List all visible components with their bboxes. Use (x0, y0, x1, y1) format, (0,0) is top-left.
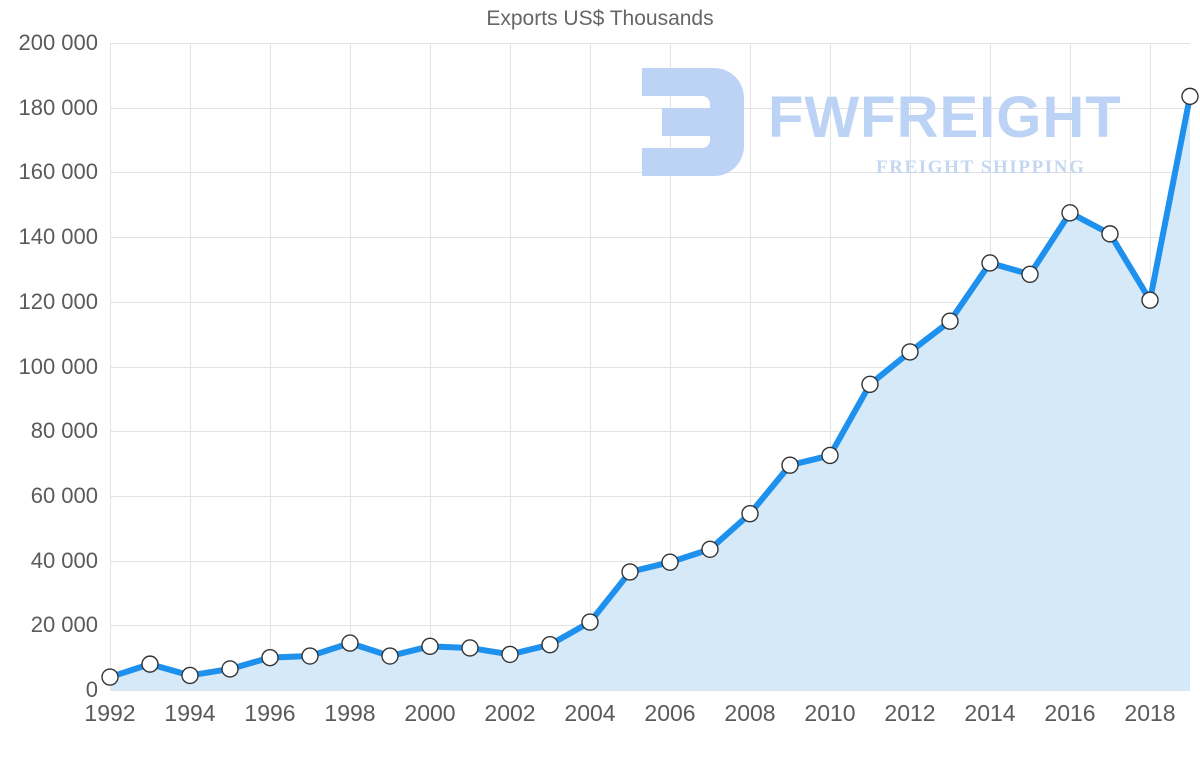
y-axis-tick-label: 80 000 (30, 418, 98, 444)
gridline-vertical (110, 43, 111, 690)
data-point-marker[interactable] (341, 634, 359, 652)
data-point-marker[interactable] (181, 666, 199, 685)
x-axis-tick-label: 2008 (724, 700, 776, 726)
data-point-marker[interactable] (781, 456, 799, 474)
data-point-marker[interactable] (861, 375, 879, 393)
data-point-marker[interactable] (381, 647, 399, 665)
gridline-vertical (430, 43, 431, 690)
data-point-marker[interactable] (1101, 225, 1119, 243)
gridline-horizontal (110, 690, 1190, 691)
data-point-marker[interactable] (461, 639, 479, 657)
data-point-marker[interactable] (1181, 87, 1199, 106)
gridline-horizontal (110, 43, 1190, 44)
data-point-marker[interactable] (741, 504, 759, 523)
data-point-marker[interactable] (821, 446, 839, 465)
x-axis-tick-label: 1998 (324, 700, 376, 726)
x-axis-tick-label: 2018 (1124, 700, 1176, 726)
gridline-horizontal (110, 495, 1190, 497)
data-point-marker[interactable] (621, 563, 639, 581)
gridline-vertical (590, 43, 591, 690)
y-axis-tick-label: 40 000 (30, 547, 98, 573)
y-axis-tick-label: 20 000 (30, 612, 98, 638)
x-axis-tick-label: 2010 (804, 700, 856, 726)
data-point-marker[interactable] (421, 637, 439, 656)
x-axis-tick-label: 2004 (564, 700, 616, 726)
y-axis-tick-label: 100 000 (18, 353, 98, 379)
gridline-vertical (510, 43, 511, 690)
series-markers (101, 87, 1199, 686)
gridline-vertical (190, 43, 191, 690)
data-point-marker[interactable] (1021, 265, 1039, 283)
data-point-marker[interactable] (981, 254, 999, 272)
gridline-horizontal (110, 560, 1190, 562)
gridline-vertical (270, 43, 271, 690)
data-point-marker[interactable] (1061, 204, 1079, 222)
gridline-vertical (670, 43, 671, 690)
data-point-marker[interactable] (501, 645, 519, 664)
x-axis-tick-label: 2000 (404, 700, 456, 726)
gridline-horizontal (110, 366, 1190, 368)
x-axis-tick-label: 1994 (164, 700, 216, 726)
data-point-marker[interactable] (941, 312, 959, 330)
data-point-marker[interactable] (141, 655, 159, 673)
x-axis-tick-label: 2012 (884, 700, 936, 726)
y-axis-tick-label: 60 000 (30, 482, 98, 508)
series-line (107, 93, 1193, 681)
gridline-horizontal (110, 237, 1190, 239)
x-axis-tick-label: 2014 (964, 700, 1016, 726)
data-point-marker[interactable] (221, 660, 239, 678)
x-axis-tick-label: 2006 (644, 700, 696, 726)
chart-title: Exports US$ Thousands (486, 7, 714, 30)
y-axis-tick-label: 120 000 (18, 288, 98, 314)
x-axis-tick-label: 1992 (84, 700, 136, 726)
data-point-marker[interactable] (261, 648, 279, 667)
data-point-marker[interactable] (701, 540, 719, 558)
data-point-marker[interactable] (901, 343, 919, 361)
data-point-marker[interactable] (581, 613, 599, 631)
gridline-vertical (830, 43, 831, 690)
y-axis-tick-label: 200 000 (18, 30, 98, 55)
x-axis-tick-label: 1996 (244, 700, 296, 726)
gridline-vertical (350, 43, 351, 690)
gridline-horizontal (110, 301, 1190, 303)
gridline-vertical (750, 43, 751, 690)
data-point-marker[interactable] (101, 668, 119, 686)
y-axis-tick-label: 160 000 (18, 159, 98, 185)
series-area-fill (110, 96, 1190, 690)
y-axis-tick-label: 0 (85, 677, 98, 702)
gridline-horizontal (110, 431, 1190, 433)
x-axis-tick-label: 2002 (484, 700, 536, 726)
y-axis-tick-label: 140 000 (18, 224, 98, 250)
y-axis-tick-label: 180 000 (18, 94, 98, 120)
data-point-marker[interactable] (661, 553, 679, 571)
data-point-marker[interactable] (541, 636, 559, 654)
x-axis-tick-label: 2016 (1044, 700, 1096, 726)
data-point-marker[interactable] (301, 647, 319, 665)
data-point-marker[interactable] (1141, 291, 1159, 309)
